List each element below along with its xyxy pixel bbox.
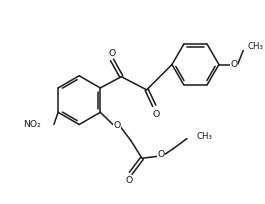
Text: O: O <box>113 121 120 130</box>
Text: O: O <box>230 60 237 69</box>
Text: CH₃: CH₃ <box>248 42 264 51</box>
Text: NO₂: NO₂ <box>23 120 41 129</box>
Text: O: O <box>157 150 164 159</box>
Text: O: O <box>108 49 116 58</box>
Text: O: O <box>152 110 160 119</box>
Text: CH₃: CH₃ <box>196 132 212 141</box>
Text: O: O <box>125 176 132 185</box>
